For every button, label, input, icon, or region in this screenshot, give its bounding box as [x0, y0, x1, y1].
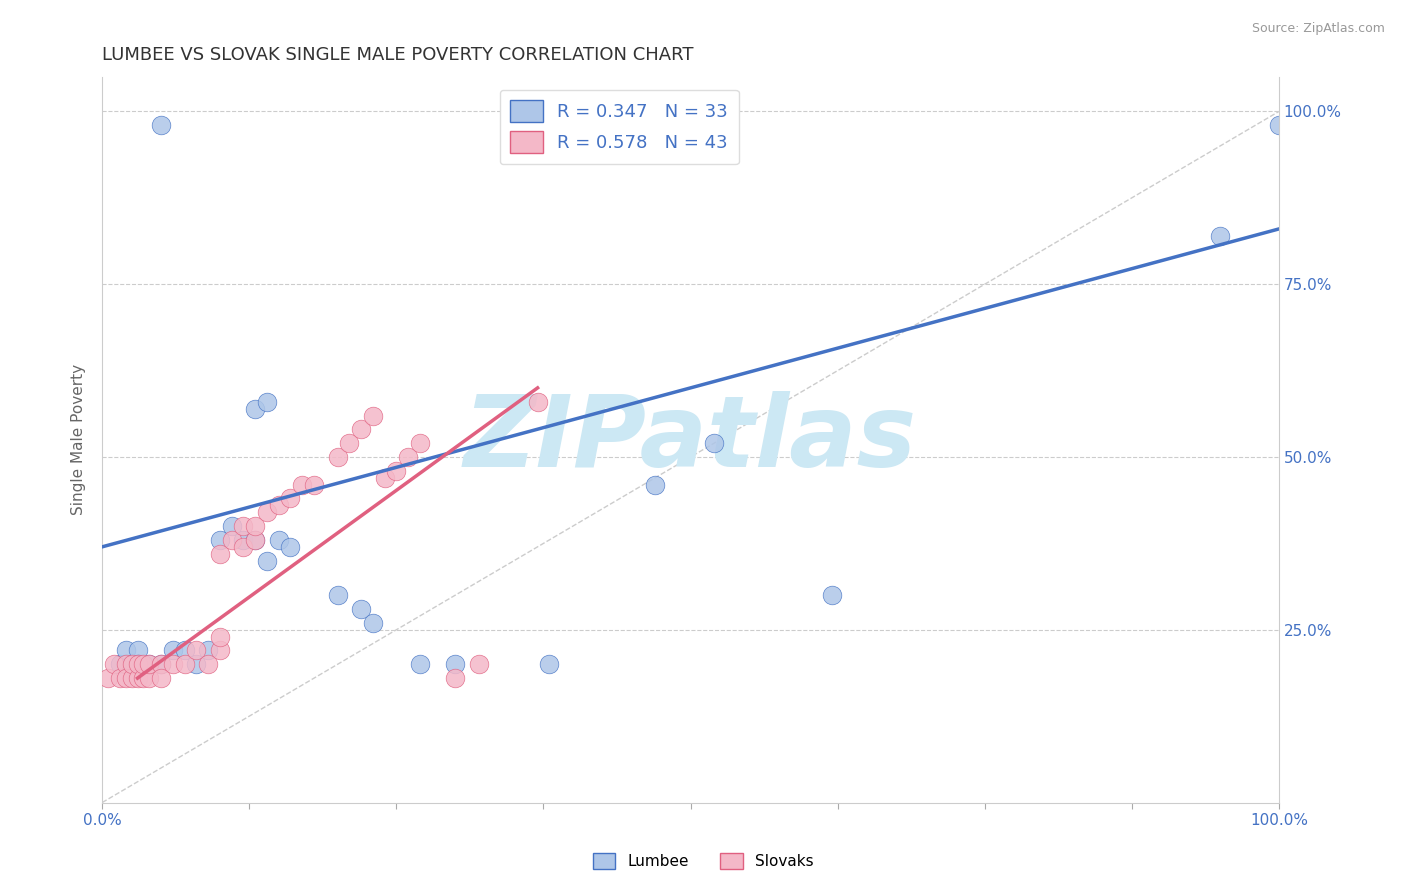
Point	[374, 471, 396, 485]
Point	[444, 657, 467, 672]
Point	[243, 533, 266, 547]
Point	[409, 657, 432, 672]
Point	[703, 436, 725, 450]
Point	[108, 671, 131, 685]
Point	[127, 657, 149, 672]
Point	[267, 499, 290, 513]
Point	[197, 657, 219, 672]
Point	[173, 657, 195, 672]
Point	[361, 615, 384, 630]
Point	[114, 643, 136, 657]
Point	[280, 491, 302, 506]
Point	[409, 436, 432, 450]
Point	[162, 643, 184, 657]
Text: ZIPatlas: ZIPatlas	[464, 392, 917, 488]
Point	[132, 671, 155, 685]
Point	[173, 643, 195, 657]
Point	[350, 602, 373, 616]
Point	[350, 422, 373, 436]
Point	[121, 657, 143, 672]
Point	[138, 671, 160, 685]
Point	[243, 519, 266, 533]
Text: LUMBEE VS SLOVAK SINGLE MALE POVERTY CORRELATION CHART: LUMBEE VS SLOVAK SINGLE MALE POVERTY COR…	[103, 46, 693, 64]
Point	[232, 540, 254, 554]
Point	[243, 401, 266, 416]
Point	[256, 554, 278, 568]
Point	[385, 464, 408, 478]
Point	[361, 409, 384, 423]
Point	[256, 505, 278, 519]
Point	[221, 533, 243, 547]
Point	[538, 657, 561, 672]
Point	[208, 630, 231, 644]
Point	[326, 588, 349, 602]
Point	[302, 477, 325, 491]
Point	[208, 533, 231, 547]
Point	[208, 643, 231, 657]
Point	[256, 394, 278, 409]
Point	[127, 643, 149, 657]
Point	[232, 533, 254, 547]
Point	[114, 671, 136, 685]
Point	[396, 450, 419, 464]
Point	[150, 671, 173, 685]
Point	[291, 477, 314, 491]
Point	[468, 657, 491, 672]
Point	[186, 657, 208, 672]
Point	[186, 643, 208, 657]
Point	[103, 657, 125, 672]
Point	[138, 657, 160, 672]
Point	[114, 657, 136, 672]
Point	[208, 547, 231, 561]
Point	[267, 533, 290, 547]
Point	[1268, 118, 1291, 132]
Point	[162, 657, 184, 672]
Point	[121, 657, 143, 672]
Point	[150, 118, 173, 132]
Point	[221, 519, 243, 533]
Legend: R = 0.347   N = 33, R = 0.578   N = 43: R = 0.347 N = 33, R = 0.578 N = 43	[499, 89, 740, 164]
Point	[108, 657, 131, 672]
Point	[337, 436, 360, 450]
Point	[644, 477, 666, 491]
Y-axis label: Single Male Poverty: Single Male Poverty	[72, 364, 86, 516]
Point	[121, 671, 143, 685]
Point	[280, 540, 302, 554]
Point	[127, 671, 149, 685]
Point	[326, 450, 349, 464]
Legend: Lumbee, Slovaks: Lumbee, Slovaks	[586, 847, 820, 875]
Point	[821, 588, 844, 602]
Point	[150, 657, 173, 672]
Point	[197, 643, 219, 657]
Point	[1209, 228, 1232, 243]
Point	[243, 533, 266, 547]
Point	[132, 657, 155, 672]
Point	[138, 657, 160, 672]
Point	[444, 671, 467, 685]
Point	[526, 394, 548, 409]
Point	[150, 657, 173, 672]
Point	[114, 657, 136, 672]
Point	[97, 671, 120, 685]
Point	[127, 657, 149, 672]
Point	[232, 519, 254, 533]
Text: Source: ZipAtlas.com: Source: ZipAtlas.com	[1251, 22, 1385, 36]
